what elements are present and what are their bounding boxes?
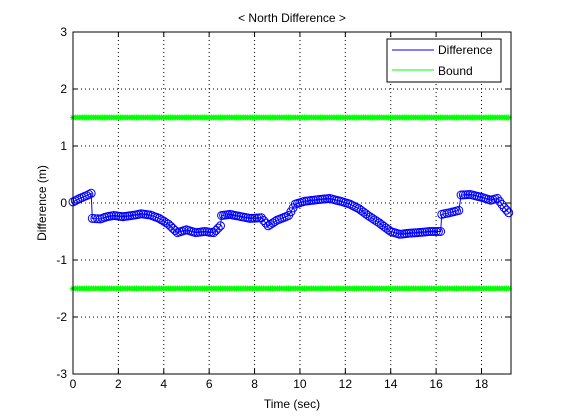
grid-layer	[73, 32, 511, 374]
difference-point	[377, 220, 387, 230]
difference-point	[268, 218, 278, 228]
x-tick-label: 2	[115, 377, 122, 391]
difference-point	[504, 208, 514, 218]
bound-point	[505, 114, 512, 121]
difference-point	[213, 223, 223, 233]
chart-title: < North Difference >	[238, 11, 346, 25]
x-tick-label: 6	[206, 377, 213, 391]
difference-point	[159, 216, 169, 226]
legend-box	[386, 38, 502, 83]
x-tick-label: 10	[293, 377, 307, 391]
x-tick-labels: 0 2 4 6 8 10 12 14 16 18	[70, 377, 489, 391]
difference-point	[211, 225, 221, 235]
difference-point	[265, 219, 275, 229]
difference-point	[261, 218, 271, 228]
difference-point	[424, 227, 434, 236]
bound-point-stroke	[506, 286, 512, 291]
x-tick-label: 16	[429, 377, 443, 391]
difference-point	[374, 218, 384, 228]
difference-point	[356, 205, 366, 215]
x-tick-label: 12	[339, 377, 353, 391]
legend: Difference Bound	[386, 38, 502, 83]
difference-point	[86, 188, 96, 198]
bound-point-stroke	[506, 115, 512, 120]
difference-point	[247, 213, 257, 223]
difference-point	[365, 212, 375, 222]
difference-point	[368, 214, 378, 223]
difference-point	[463, 190, 473, 200]
x-tick-label: 4	[160, 377, 167, 391]
x-tick-label: 14	[384, 377, 398, 391]
difference-point	[256, 213, 266, 223]
x-tick-label: 8	[251, 377, 258, 391]
y-tick-labels: -3 -2 -1 0 1 2 3	[56, 25, 67, 381]
plot-frame	[72, 31, 512, 375]
y-tick-label: 0	[60, 196, 67, 210]
difference-point	[354, 204, 364, 214]
bound-layer	[70, 114, 512, 292]
y-tick-label: -3	[56, 367, 67, 381]
difference-point	[431, 227, 441, 236]
x-tick-label: 18	[475, 377, 489, 391]
y-tick-label: -1	[56, 253, 67, 267]
legend-bound-label: Bound	[438, 64, 473, 78]
difference-point	[497, 200, 507, 209]
difference-point	[495, 197, 505, 206]
difference-point	[370, 215, 380, 225]
difference-point	[361, 209, 371, 219]
y-tick-label: 2	[60, 82, 67, 96]
x-tick-label: 0	[70, 377, 77, 391]
difference-point	[352, 203, 362, 213]
y-axis-label: Difference (m)	[35, 165, 49, 241]
difference-point	[427, 227, 437, 236]
difference-point	[157, 215, 166, 225]
difference-point	[429, 227, 439, 236]
difference-point	[245, 213, 255, 223]
difference-point	[454, 205, 464, 215]
y-tick-label: 1	[60, 139, 67, 153]
difference-point	[254, 213, 264, 223]
difference-point	[263, 221, 273, 231]
y-tick-label: -2	[56, 310, 67, 324]
difference-point	[499, 203, 509, 213]
difference-point	[372, 217, 382, 226]
x-axis-label: Time (sec)	[264, 397, 320, 411]
difference-point	[170, 226, 180, 235]
difference-point	[492, 193, 502, 203]
difference-point	[381, 223, 391, 233]
difference-point	[363, 211, 373, 220]
difference-point	[216, 221, 225, 231]
difference-point	[93, 214, 103, 224]
difference-layer	[68, 188, 514, 239]
difference-point	[84, 190, 94, 199]
difference-point	[461, 190, 471, 200]
bound-point	[505, 285, 512, 292]
difference-point	[154, 213, 164, 223]
difference-point	[433, 227, 443, 236]
difference-point	[436, 227, 446, 236]
difference-point	[408, 228, 418, 238]
difference-point	[209, 228, 219, 238]
difference-point	[349, 201, 359, 211]
legend-difference-label: Difference	[438, 43, 493, 57]
difference-point	[359, 207, 368, 217]
difference-point	[379, 221, 389, 231]
difference-point	[259, 216, 269, 225]
y-tick-label: 3	[60, 25, 67, 39]
